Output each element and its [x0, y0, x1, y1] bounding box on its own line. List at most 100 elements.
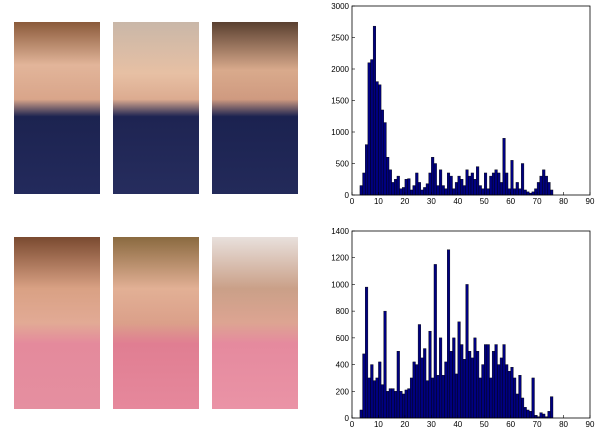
- x-tick-label: 50: [480, 420, 489, 429]
- bar: [423, 349, 426, 418]
- bar: [426, 184, 429, 195]
- bar: [426, 381, 429, 418]
- bar: [484, 173, 487, 195]
- bar: [434, 264, 437, 418]
- bar: [511, 160, 514, 195]
- bar: [413, 362, 416, 418]
- y-tick-label: 1000: [331, 128, 349, 137]
- bar: [384, 311, 387, 418]
- y-tick-label: 800: [336, 307, 350, 316]
- bar: [365, 145, 368, 195]
- bar: [376, 378, 379, 418]
- bar: [437, 186, 440, 195]
- chart-area: 0102030405060708090050010001500200025003…: [0, 0, 603, 430]
- y-tick-label: 400: [336, 361, 350, 370]
- bar: [503, 345, 506, 418]
- y-tick-label: 1000: [331, 280, 349, 289]
- bar: [400, 391, 403, 418]
- bar: [482, 365, 485, 418]
- bar: [511, 367, 514, 418]
- x-tick-label: 40: [453, 197, 462, 206]
- x-tick-label: 10: [374, 420, 383, 429]
- bar: [484, 345, 487, 418]
- bar: [371, 60, 374, 195]
- bar: [431, 157, 434, 195]
- x-tick-label: 90: [586, 420, 595, 429]
- bar: [519, 189, 522, 195]
- bar: [458, 176, 461, 195]
- bar: [542, 414, 545, 418]
- bar: [450, 351, 453, 418]
- bar: [487, 345, 490, 418]
- bar: [408, 389, 411, 418]
- x-tick-label: 0: [350, 420, 355, 429]
- y-tick-label: 2000: [331, 65, 349, 74]
- bar: [548, 411, 551, 418]
- bar: [445, 362, 448, 418]
- bar: [394, 179, 397, 195]
- bar: [429, 173, 432, 195]
- bar: [548, 182, 551, 195]
- bar: [542, 170, 545, 195]
- x-tick-label: 30: [427, 197, 436, 206]
- bar: [429, 331, 432, 418]
- bar: [384, 123, 387, 195]
- bar: [497, 365, 500, 418]
- x-tick-label: 70: [533, 197, 542, 206]
- bar: [421, 358, 424, 418]
- bar: [378, 362, 381, 418]
- bar: [532, 378, 535, 418]
- y-tick-label: 500: [336, 160, 350, 169]
- bar: [490, 378, 493, 418]
- bar: [452, 338, 455, 418]
- y-tick-label: 200: [336, 387, 350, 396]
- bar: [492, 173, 495, 195]
- bar: [463, 186, 466, 195]
- y-tick-label: 0: [345, 414, 350, 423]
- bar: [527, 410, 530, 418]
- y-tick-label: 1400: [331, 227, 349, 236]
- bar: [532, 192, 535, 195]
- x-tick-label: 60: [506, 197, 515, 206]
- bar: [537, 182, 540, 195]
- bar: [434, 164, 437, 196]
- bar: [450, 176, 453, 195]
- bar: [495, 345, 498, 418]
- bar: [482, 189, 485, 195]
- bar: [460, 179, 463, 195]
- bar: [397, 176, 400, 195]
- bar: [508, 371, 511, 418]
- y-tick-label: 3000: [331, 2, 349, 11]
- bar: [540, 413, 543, 418]
- bar: [521, 398, 524, 418]
- bar: [524, 407, 527, 418]
- x-tick-label: 20: [400, 420, 409, 429]
- x-tick-label: 80: [559, 420, 568, 429]
- bar: [452, 189, 455, 195]
- bar: [476, 351, 479, 418]
- bar: [487, 189, 490, 195]
- bar: [455, 182, 458, 195]
- bar: [437, 375, 440, 418]
- bar: [389, 389, 392, 418]
- bar: [476, 167, 479, 195]
- bar: [421, 190, 424, 195]
- x-tick-label: 70: [533, 420, 542, 429]
- bar: [439, 338, 442, 418]
- bar: [516, 394, 519, 418]
- bar: [400, 189, 403, 195]
- bar: [392, 389, 395, 418]
- x-tick-label: 90: [586, 197, 595, 206]
- bar: [479, 378, 482, 418]
- bar: [413, 186, 416, 195]
- bar: [371, 365, 374, 418]
- bar: [500, 182, 503, 195]
- x-tick-label: 30: [427, 420, 436, 429]
- bar: [402, 187, 405, 195]
- bar: [466, 170, 469, 195]
- bar: [463, 359, 466, 418]
- bar: [405, 390, 408, 418]
- bar: [455, 374, 458, 418]
- bar: [492, 351, 495, 418]
- bar: [415, 365, 418, 418]
